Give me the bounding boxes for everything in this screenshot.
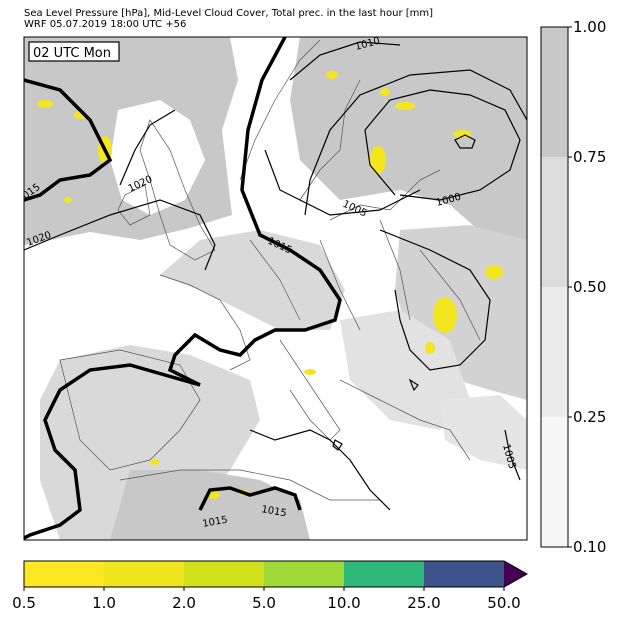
cloud-bin-2 [541, 157, 568, 287]
precip-patch [433, 297, 457, 333]
precip-bin-1 [24, 561, 104, 587]
cloud-bin-1 [541, 27, 568, 157]
precip-patch [150, 459, 160, 465]
precip-tick-label: 50.0 [487, 594, 520, 612]
isobar-1010 [289, 41, 401, 81]
isobar-1005 [504, 429, 521, 481]
precip-patch [380, 88, 390, 96]
cloud-cover-colorbar: 1.00 0.75 0.50 0.25 0.10 [540, 18, 606, 556]
precip-patch [425, 342, 435, 354]
precip-tick-label: 1.0 [92, 594, 116, 612]
coastline-norway [239, 39, 321, 181]
country-borders [249, 219, 481, 341]
precip-patch [370, 146, 386, 174]
isobar-1005 [379, 229, 491, 371]
coastline-british-isles [139, 119, 216, 261]
cloud-area-scandinavia [290, 37, 527, 260]
precip-patch [395, 102, 415, 110]
isobar-label: 1015 [202, 515, 229, 530]
coastline-north-africa [119, 469, 380, 501]
isobar-layer [24, 37, 527, 540]
isobar-1005 [249, 429, 391, 511]
isobar-1020 [24, 199, 216, 271]
time-label: 02 UTC Mon [33, 46, 111, 61]
coastline-baltic [329, 169, 441, 221]
precip-bin-3 [184, 561, 264, 587]
cloud-area-east-patch [440, 395, 527, 470]
precip-bin-2 [104, 561, 184, 587]
isobar-1015-bold [198, 486, 302, 511]
precip-colorbar: 0.5 1.0 2.0 5.0 10.0 25.0 50.0 [12, 560, 529, 612]
coastline-iberia [59, 349, 201, 471]
precip-bin-5 [344, 561, 424, 587]
cloud-tick-label: 0.25 [573, 408, 606, 426]
isobar-1020 [119, 109, 176, 186]
chart-title-line-1: Sea Level Pressure [hPa], Mid-Level Clou… [24, 8, 434, 19]
precip-colorbar-frame [23, 560, 529, 588]
isobar-1005 [264, 149, 421, 216]
precip-patch [304, 369, 316, 375]
coastline-balkans [339, 379, 471, 461]
map-frame [23, 36, 528, 541]
isobar-1005 [304, 69, 527, 216]
precip-patch [485, 265, 503, 279]
cloud-bin-3 [541, 287, 568, 417]
precip-tick-label: 25.0 [407, 594, 440, 612]
precip-patch [64, 197, 72, 203]
coastline-layer [59, 39, 481, 501]
isobar-loop [454, 134, 476, 149]
cloud-tick-label: 0.10 [573, 538, 606, 556]
coastline-italy [279, 339, 341, 441]
cloud-cover-layer [24, 37, 527, 540]
cloud-tick-label: 0.50 [573, 278, 606, 296]
precip-patch [326, 71, 338, 79]
isobar-loop [408, 378, 419, 392]
precip-tick-label: 5.0 [252, 594, 276, 612]
cloud-area-balkans [340, 310, 470, 430]
precip-patch [37, 100, 53, 108]
precip-bin-6 [424, 561, 504, 587]
isobar-1000 [364, 89, 521, 201]
isobar-loop [332, 439, 343, 451]
coastline-france [159, 274, 251, 371]
map-panel: 1010 1015 1020 1020 1005 1000 1015 1005 … [23, 36, 528, 541]
precip-tick-label: 0.5 [12, 594, 36, 612]
precip-tick-label: 10.0 [327, 594, 360, 612]
precip-tick-label: 2.0 [172, 594, 196, 612]
coastline-sweden [299, 79, 361, 201]
cloud-bin-4 [541, 417, 568, 547]
cloud-clear-ireland [110, 100, 205, 215]
isobar-1015-bold [24, 37, 342, 540]
chart-title-line-2: WRF 05.07.2019 18:00 UTC +56 [24, 19, 187, 30]
isobar-1015-bold [24, 78, 113, 202]
isobar-label: 1015 [260, 504, 287, 519]
precip-bin-4 [264, 561, 344, 587]
time-box [28, 41, 120, 62]
coastline-ireland [117, 184, 151, 226]
precip-bin-extend [504, 561, 527, 587]
cloud-tick-label: 0.75 [573, 148, 606, 166]
cloud-area-north-africa [110, 470, 310, 540]
cloud-tick-label: 1.00 [573, 18, 606, 36]
